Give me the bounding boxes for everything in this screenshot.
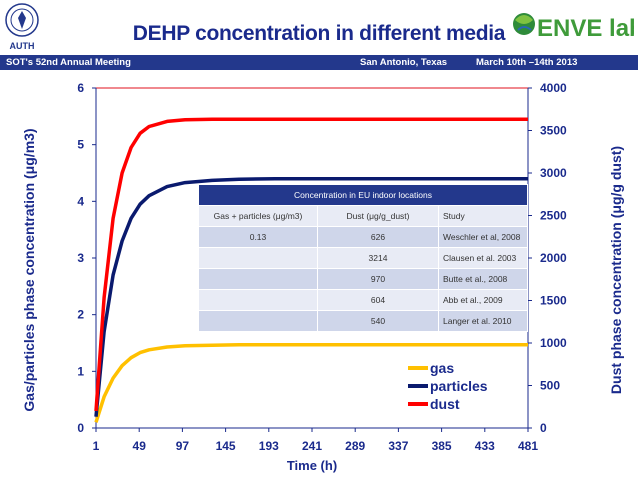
series-line-gas — [94, 342, 528, 423]
y-tick-label-right: 500 — [540, 379, 560, 393]
chart-legend: gas particles dust — [408, 360, 488, 412]
y-tick-label-right: 4000 — [540, 81, 567, 95]
envelab-logo-text: ENVE lab — [537, 15, 634, 42]
y-tick-label-right: 1500 — [540, 294, 567, 308]
y-tick-label-left: 3 — [77, 251, 84, 265]
table-cell: Langer et al. 2010 — [438, 310, 528, 332]
y-tick-label-right: 2000 — [540, 251, 567, 265]
meeting-location: San Antonio, Texas — [360, 57, 448, 68]
x-tick-label: 481 — [518, 439, 538, 453]
x-tick-label: 241 — [302, 439, 322, 453]
y-tick-label-right: 1000 — [540, 336, 567, 350]
x-tick-label: 337 — [388, 439, 408, 453]
meeting-banner: SOT's 52nd Annual Meeting San Antonio, T… — [0, 55, 638, 70]
series-line-dust — [94, 117, 528, 412]
meeting-date: March 10th –14th 2013 — [476, 57, 578, 68]
y-tick-label-left: 4 — [77, 194, 84, 208]
table-col-header: Study — [438, 205, 528, 227]
x-tick-label: 49 — [133, 439, 147, 453]
table-row: 540 Langer et al. 2010 — [198, 310, 528, 332]
chart-series — [94, 117, 528, 423]
x-tick-label: 289 — [345, 439, 365, 453]
table-title: Concentration in EU indoor locations — [198, 184, 528, 206]
legend-label-particles: particles — [430, 378, 488, 394]
y-tick-label-right: 2500 — [540, 209, 567, 223]
table-cell — [198, 247, 318, 269]
table-col-header: Dust (μg/g_dust) — [317, 205, 439, 227]
x-tick-label: 193 — [259, 439, 279, 453]
eu-concentration-table: Concentration in EU indoor locations Gas… — [198, 184, 528, 332]
y-tick-label-left: 6 — [77, 81, 84, 95]
seal-text: AUTH — [10, 41, 35, 51]
x-tick-label: 433 — [475, 439, 495, 453]
series-line-particles — [94, 176, 528, 417]
y-tick-label-left: 0 — [77, 421, 84, 435]
table-cell — [198, 268, 318, 290]
x-tick-label: 145 — [216, 439, 236, 453]
table-cell: 540 — [317, 310, 439, 332]
table-cell: 626 — [317, 226, 439, 248]
table-cell: Weschler et al, 2008 — [438, 226, 528, 248]
envelab-logo: ENVE lab — [513, 13, 634, 42]
table-row: 604 Abb et al., 2009 — [198, 289, 528, 311]
y-tick-label-right: 0 — [540, 421, 547, 435]
table-cell — [198, 310, 318, 332]
table-row: 970 Butte et al., 2008 — [198, 268, 528, 290]
y-tick-label-right: 3000 — [540, 166, 567, 180]
x-tick-label: 1 — [93, 439, 100, 453]
table-cell: 970 — [317, 268, 439, 290]
x-tick-label: 385 — [432, 439, 452, 453]
university-seal: AUTH — [5, 3, 39, 51]
y-tick-label-left: 2 — [77, 308, 84, 322]
y-axis-label-right: Dust phase concentration (μg/g dust) — [608, 145, 624, 395]
x-axis-label: Time (h) — [286, 458, 338, 473]
table-cell: Abb et al., 2009 — [438, 289, 528, 311]
page-title: DEHP concentration in different media — [132, 22, 506, 45]
table-cell: Clausen et al. 2003 — [438, 247, 528, 269]
x-tick-label: 97 — [176, 439, 190, 453]
table-cell: 3214 — [317, 247, 439, 269]
table-col-header: Gas + particles (μg/m3) — [198, 205, 318, 227]
legend-label-gas: gas — [430, 360, 454, 376]
table-cell: Butte et al., 2008 — [438, 268, 528, 290]
table-cell: 604 — [317, 289, 439, 311]
meeting-name: SOT's 52nd Annual Meeting — [6, 57, 131, 68]
table-row: 3214 Clausen et al. 2003 — [198, 247, 528, 269]
table-header-row: Gas + particles (μg/m3) Dust (μg/g_dust)… — [198, 205, 528, 227]
y-tick-label-right: 3500 — [540, 124, 567, 138]
chart-axes: 0123456050010001500200025003000350040001… — [77, 81, 567, 453]
table-cell — [198, 289, 318, 311]
table-row: 0.13 626 Weschler et al, 2008 — [198, 226, 528, 248]
legend-label-dust: dust — [430, 396, 460, 412]
y-tick-label-left: 5 — [77, 138, 84, 152]
table-cell: 0.13 — [198, 226, 318, 248]
y-axis-label-left: Gas/particles phase concentration (μg/m3… — [21, 128, 37, 412]
y-tick-label-left: 1 — [77, 364, 84, 378]
